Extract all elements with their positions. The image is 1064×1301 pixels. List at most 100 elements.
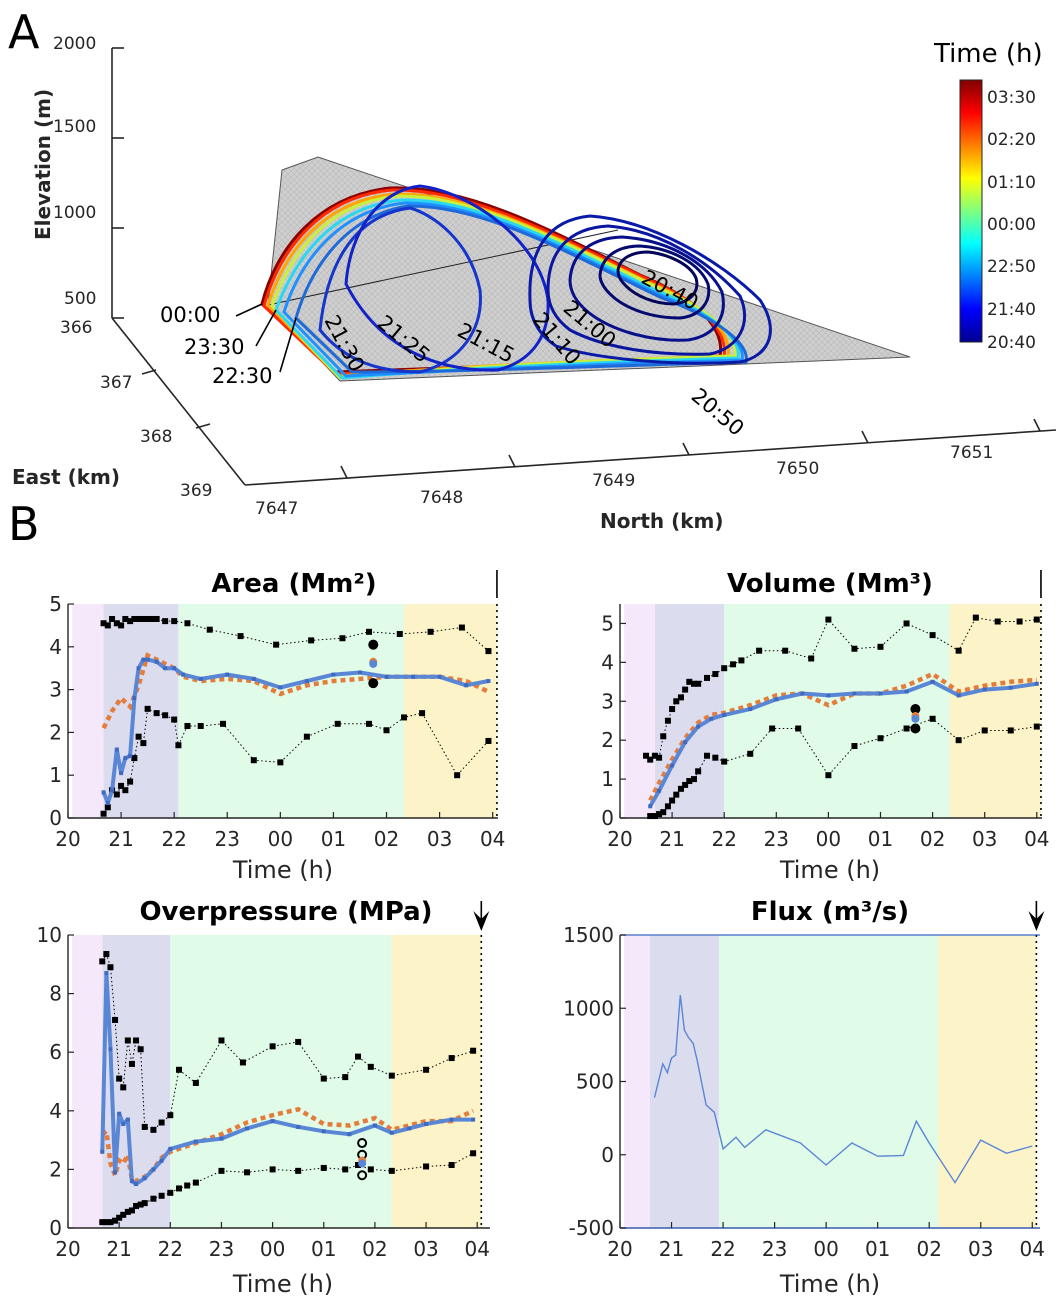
lower-bound-marker — [712, 754, 719, 761]
lower-bound-marker — [277, 759, 284, 766]
phase-band — [170, 935, 392, 1228]
x-tick-label: 01 — [865, 1237, 890, 1261]
estimate-marker — [670, 763, 675, 768]
upper-bound-marker — [485, 648, 492, 655]
lower-bound-marker — [682, 781, 689, 788]
x-tick-label: 01 — [868, 827, 893, 851]
reference-marker-filled — [910, 704, 921, 715]
upper-bound-marker — [127, 618, 134, 625]
lower-bound-marker — [1007, 727, 1014, 734]
estimate-marker — [119, 771, 124, 776]
elevation-tick: 1500 — [53, 117, 96, 137]
lower-bound-marker — [197, 722, 204, 729]
upper-bound-marker — [396, 630, 403, 637]
lower-bound-marker — [135, 733, 142, 740]
estimate-marker — [136, 666, 141, 671]
upper-bound-marker — [124, 1037, 131, 1044]
upper-bound-marker — [647, 756, 654, 763]
upper-bound-marker — [721, 665, 728, 672]
north-tick: 7648 — [420, 488, 463, 508]
upper-bound-marker — [651, 752, 658, 759]
estimate-marker — [105, 801, 110, 806]
y-tick-label: 1 — [601, 767, 614, 791]
colorbar-tick: 21:40 — [987, 300, 1036, 320]
y-tick-label: 0 — [49, 1216, 62, 1240]
upper-bound-marker — [1016, 618, 1023, 625]
contour-00-00 — [274, 198, 740, 380]
contour-label-leaders — [235, 303, 297, 373]
lower-bound-marker — [99, 1219, 106, 1226]
estimate-marker — [296, 1124, 301, 1129]
north-axis-line — [244, 429, 1057, 486]
lower-bound-marker — [303, 733, 310, 740]
estimate-marker — [748, 707, 753, 712]
colorbar: Time (h) 03:30 02:20 01:10 00:00 22:50 2… — [933, 39, 1043, 353]
upper-bound-marker — [148, 615, 155, 622]
estimate-marker — [117, 1111, 122, 1116]
upper-bound-marker — [184, 620, 191, 627]
upper-bound-marker — [730, 661, 737, 668]
north-tick: 7650 — [776, 459, 819, 479]
estimate-marker — [852, 691, 857, 696]
upper-bound-marker — [308, 637, 315, 644]
estimate-marker — [134, 1182, 139, 1187]
estimate-marker — [683, 740, 688, 745]
upper-bound-marker — [448, 1055, 455, 1062]
phase-band — [72, 604, 104, 818]
lower-bound-marker — [320, 1164, 327, 1171]
x-tick-label: 23 — [762, 1237, 787, 1261]
x-axis-label: Time (h) — [779, 856, 880, 884]
colorbar-tick: 01:10 — [987, 173, 1036, 193]
estimate-marker — [113, 1170, 118, 1175]
x-axis-label: Time (h) — [232, 856, 333, 884]
contour-label: 00:00 — [160, 303, 221, 327]
upper-bound-marker — [339, 635, 346, 642]
x-tick-label: 03 — [427, 827, 452, 851]
lower-bound-marker — [133, 1203, 140, 1210]
lower-bound-marker — [981, 727, 988, 734]
lower-bound-marker — [669, 797, 676, 804]
lower-bound-marker — [795, 725, 802, 732]
upper-bound-marker — [388, 1072, 395, 1079]
upper-bound-marker — [756, 647, 763, 654]
x-tick-label: 01 — [311, 1237, 336, 1261]
estimate-marker — [172, 666, 177, 671]
lower-bound-marker — [470, 1150, 477, 1157]
contour-label: 22:30 — [212, 364, 273, 388]
y-tick-label: 4 — [601, 650, 614, 674]
upper-bound-marker — [427, 628, 434, 635]
flux-line — [653, 995, 1033, 1184]
lower-bound-marker — [107, 1219, 114, 1226]
model-fit-line — [101, 1106, 475, 1184]
y-tick-label: 4 — [49, 635, 62, 659]
phase-band — [178, 604, 405, 818]
estimate-marker — [129, 1179, 134, 1184]
upper-bound-marker — [342, 1074, 349, 1081]
reference-marker-filled — [910, 723, 921, 734]
panel-a-letter: A — [8, 5, 40, 59]
phase-band — [937, 935, 1037, 1228]
chart-title: Volume (Mm³) — [727, 569, 933, 599]
upper-bound-marker — [273, 641, 280, 648]
arrow-down-icon — [473, 911, 490, 931]
upper-bound-marker — [808, 655, 815, 662]
north-tick: 7651 — [950, 443, 993, 463]
upper-bound-marker — [682, 686, 689, 693]
upper-bound-marker — [295, 1038, 302, 1045]
east-axis-label: East (km) — [12, 465, 120, 489]
lower-bound-marker — [903, 725, 910, 732]
estimate-marker — [389, 1130, 394, 1135]
upper-bound-marker — [825, 616, 832, 623]
x-tick-label: 22 — [710, 1237, 735, 1261]
estimate-marker — [347, 1132, 352, 1137]
estimate-marker — [800, 691, 805, 696]
estimate-marker — [826, 693, 831, 698]
phase-band — [72, 935, 103, 1228]
lower-bound-marker — [929, 715, 936, 722]
upper-bound-marker — [690, 680, 697, 687]
y-tick-label: 6 — [49, 1040, 62, 1064]
x-tick-label: 21 — [659, 827, 684, 851]
x-tick-label: 03 — [972, 827, 997, 851]
lower-bound-marker — [825, 772, 832, 779]
